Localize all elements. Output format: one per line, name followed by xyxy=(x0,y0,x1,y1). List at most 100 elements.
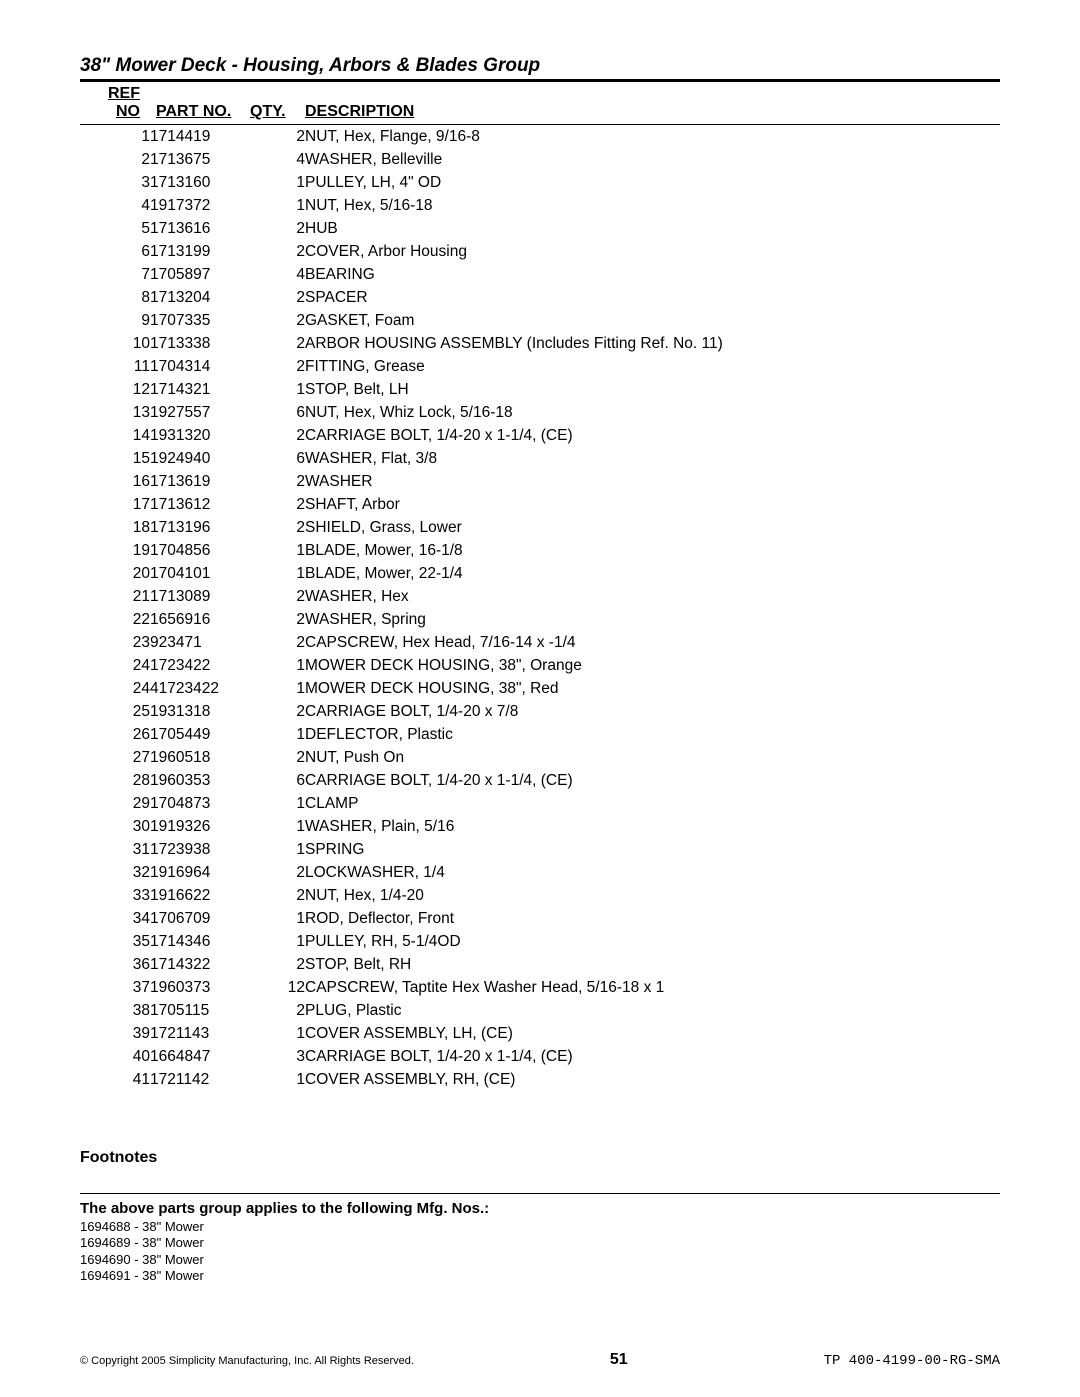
cell-partno: 1723422 xyxy=(150,654,250,677)
cell-qty: 4 xyxy=(250,263,305,286)
cell-refno: 41 xyxy=(80,1068,150,1091)
page-number: 51 xyxy=(610,1351,628,1369)
cell-qty: 2 xyxy=(250,332,305,355)
table-row: 617131992COVER, Arbor Housing xyxy=(80,240,1000,263)
cell-desc: MOWER DECK HOUSING, 38", Orange xyxy=(305,654,1000,677)
cell-refno: 35 xyxy=(80,930,150,953)
cell-desc: SHIELD, Grass, Lower xyxy=(305,516,1000,539)
cell-qty: 1 xyxy=(250,562,305,585)
cell-desc: WASHER, Plain, 5/16 xyxy=(305,815,1000,838)
cell-qty: 1 xyxy=(250,723,305,746)
cell-qty: 4 xyxy=(250,148,305,171)
cell-desc: STOP, Belt, LH xyxy=(305,378,1000,401)
table-row: 2519313182CARRIAGE BOLT, 1/4-20 x 7/8 xyxy=(80,700,1000,723)
cell-desc: ROD, Deflector, Front xyxy=(305,907,1000,930)
mfg-item: 1694689 - 38" Mower xyxy=(80,1235,1000,1251)
table-row: 1419313202CARRIAGE BOLT, 1/4-20 x 1-1/4,… xyxy=(80,424,1000,447)
table-row: 3117239381SPRING xyxy=(80,838,1000,861)
cell-refno: 16 xyxy=(80,470,150,493)
mfg-item: 1694690 - 38" Mower xyxy=(80,1252,1000,1268)
cell-qty: 2 xyxy=(250,608,305,631)
cell-qty: 2 xyxy=(250,516,305,539)
cell-partno: 1705449 xyxy=(150,723,250,746)
cell-qty: 2 xyxy=(250,240,305,263)
cell-partno: 1705897 xyxy=(150,263,250,286)
cell-partno: 1714419 xyxy=(150,125,250,148)
cell-refno: 3 xyxy=(80,171,150,194)
cell-qty: 2 xyxy=(250,424,305,447)
table-row: 3319166222NUT, Hex, 1/4-20 xyxy=(80,884,1000,907)
cell-qty: 1 xyxy=(250,654,305,677)
cell-qty: 2 xyxy=(250,355,305,378)
cell-partno: 1713616 xyxy=(150,217,250,240)
cell-desc: HUB xyxy=(305,217,1000,240)
cell-qty: 2 xyxy=(250,631,305,654)
cell-qty: 1 xyxy=(250,677,305,700)
cell-refno: 38 xyxy=(80,999,150,1022)
table-row: 2117130892WASHER, Hex xyxy=(80,585,1000,608)
table-row: 37196037312CAPSCREW, Taptite Hex Washer … xyxy=(80,976,1000,999)
mfg-item: 1694688 - 38" Mower xyxy=(80,1219,1000,1235)
section-title: 38" Mower Deck - Housing, Arbors & Blade… xyxy=(80,55,1000,77)
cell-refno: 21 xyxy=(80,585,150,608)
table-row: 1817131962SHIELD, Grass, Lower xyxy=(80,516,1000,539)
cell-partno: 1713338 xyxy=(150,332,250,355)
cell-refno: 10 xyxy=(80,332,150,355)
table-row: 2617054491DEFLECTOR, Plastic xyxy=(80,723,1000,746)
cell-refno: 5 xyxy=(80,217,150,240)
cell-desc: STOP, Belt, RH xyxy=(305,953,1000,976)
table-row: 4117211421COVER ASSEMBLY, RH, (CE) xyxy=(80,1068,1000,1091)
cell-partno: 1664847 xyxy=(150,1045,250,1068)
table-row: 1617136192WASHER xyxy=(80,470,1000,493)
mfg-list: 1694688 - 38" Mower1694689 - 38" Mower16… xyxy=(80,1219,1000,1284)
cell-refno: 15 xyxy=(80,447,150,470)
cell-qty: 2 xyxy=(250,217,305,240)
table-row: 2917048731CLAMP xyxy=(80,792,1000,815)
table-row: 1917048561BLADE, Mower, 16-1/8 xyxy=(80,539,1000,562)
cell-partno: 1705115 xyxy=(150,999,250,1022)
cell-desc: NUT, Hex, Whiz Lock, 5/16-18 xyxy=(305,401,1000,424)
cell-refno: 32 xyxy=(80,861,150,884)
cell-refno: 4 xyxy=(80,194,150,217)
table-row: 2819603536CARRIAGE BOLT, 1/4-20 x 1-1/4,… xyxy=(80,769,1000,792)
cell-desc: BLADE, Mower, 22-1/4 xyxy=(305,562,1000,585)
cell-desc: DEFLECTOR, Plastic xyxy=(305,723,1000,746)
cell-qty: 6 xyxy=(250,401,305,424)
cell-partno: 923471 xyxy=(150,631,250,654)
cell-partno: 1706709 xyxy=(150,907,250,930)
cell-qty: 2 xyxy=(250,493,305,516)
cell-qty: 1 xyxy=(250,907,305,930)
cell-desc: CARRIAGE BOLT, 1/4-20 x 7/8 xyxy=(305,700,1000,723)
cell-refno: 19 xyxy=(80,539,150,562)
table-row: 2216569162WASHER, Spring xyxy=(80,608,1000,631)
cell-desc: CAPSCREW, Taptite Hex Washer Head, 5/16-… xyxy=(305,976,1000,999)
cell-desc: MOWER DECK HOUSING, 38", Red xyxy=(305,677,1000,700)
cell-desc: SPRING xyxy=(305,838,1000,861)
cell-refno: 39 xyxy=(80,1022,150,1045)
table-row: 3917211431COVER ASSEMBLY, LH, (CE) xyxy=(80,1022,1000,1045)
cell-desc: NUT, Hex, 5/16-18 xyxy=(305,194,1000,217)
table-row: 717058974BEARING xyxy=(80,263,1000,286)
parts-table-head: REF NO PART NO. QTY. DESCRIPTION xyxy=(80,82,1000,124)
cell-qty: 6 xyxy=(250,447,305,470)
cell-qty: 1 xyxy=(250,539,305,562)
cell-desc: WASHER xyxy=(305,470,1000,493)
cell-refno: 30 xyxy=(80,815,150,838)
table-row: 3219169642LOCKWASHER, 1/4 xyxy=(80,861,1000,884)
cell-refno: 40 xyxy=(80,1045,150,1068)
cell-qty: 2 xyxy=(250,861,305,884)
cell-desc: BLADE, Mower, 16-1/8 xyxy=(305,539,1000,562)
cell-qty: 2 xyxy=(250,125,305,148)
col-refno: REF NO xyxy=(80,82,150,124)
cell-refno: 13 xyxy=(80,401,150,424)
table-row: 117144192NUT, Hex, Flange, 9/16-8 xyxy=(80,125,1000,148)
cell-qty: 1 xyxy=(250,194,305,217)
mfg-item: 1694691 - 38" Mower xyxy=(80,1268,1000,1284)
table-row: 517136162HUB xyxy=(80,217,1000,240)
cell-refno: 20 xyxy=(80,562,150,585)
cell-desc: COVER, Arbor Housing xyxy=(305,240,1000,263)
cell-desc: PULLEY, LH, 4" OD xyxy=(305,171,1000,194)
header-rule: REF NO PART NO. QTY. DESCRIPTION xyxy=(80,79,1000,125)
cell-partno: 1924940 xyxy=(150,447,250,470)
cell-qty: 2 xyxy=(250,884,305,907)
